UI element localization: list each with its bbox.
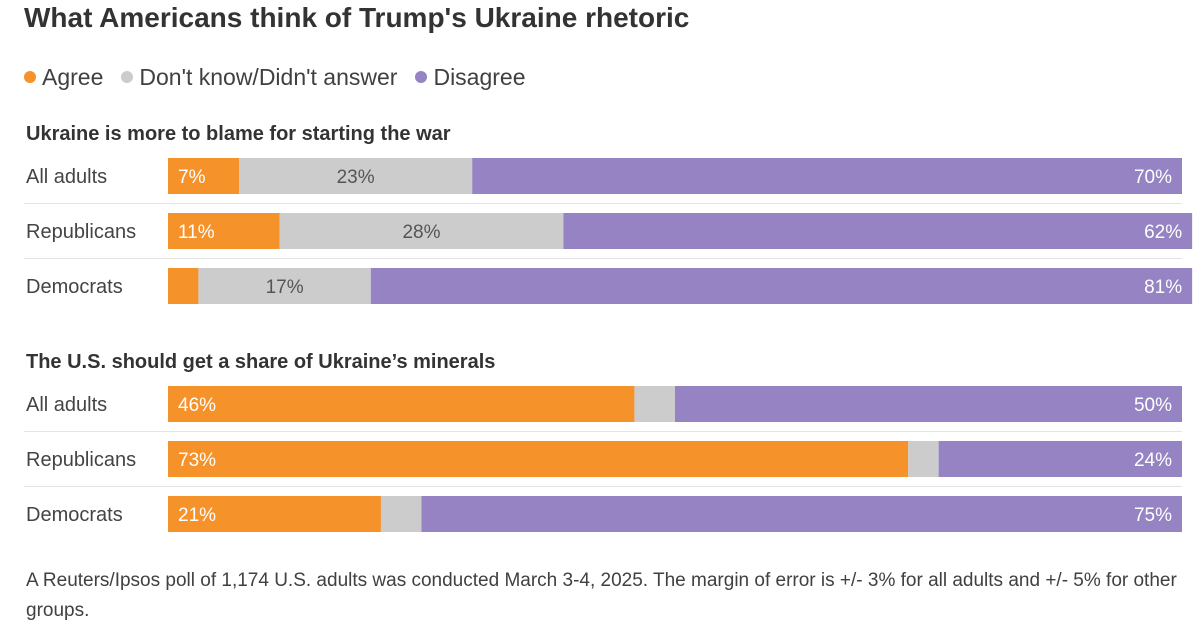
category-label: Democrats bbox=[26, 276, 123, 298]
legend-swatch-disagree bbox=[415, 71, 428, 83]
bar-segment-dont-know bbox=[634, 386, 675, 422]
bar-segment-agree bbox=[168, 496, 381, 532]
panel-title-blame: Ukraine is more to blame for starting th… bbox=[26, 123, 451, 145]
legend-label-disagree: Disagree bbox=[433, 63, 526, 90]
stacked-bar-chart: All adults 7% 23% 70% Republicans 11% 28% 62% De… bbox=[24, 158, 1193, 532]
bar-segment-agree bbox=[168, 158, 239, 194]
bar-segment-disagree bbox=[563, 213, 1193, 249]
bar-segment-dont-know bbox=[198, 268, 371, 304]
data-label: 70% bbox=[1134, 167, 1172, 188]
data-label: 28% bbox=[402, 222, 440, 243]
bar-segment-agree bbox=[168, 441, 909, 477]
data-label: 7% bbox=[178, 167, 206, 188]
bar-segment-dont-know bbox=[279, 213, 564, 249]
bar-segment-agree bbox=[168, 386, 635, 422]
category-label: Republicans bbox=[26, 221, 136, 243]
data-label: 75% bbox=[1134, 505, 1172, 526]
data-label: 46% bbox=[178, 395, 216, 416]
bar-segment-disagree bbox=[472, 158, 1182, 194]
data-label: 24% bbox=[1134, 450, 1172, 471]
bar-segment-dont-know bbox=[380, 496, 422, 532]
chart-title: What Americans think of Trump's Ukraine … bbox=[24, 2, 690, 33]
bar-segment-agree bbox=[168, 268, 199, 304]
bar-segment-disagree bbox=[370, 268, 1193, 304]
legend: Agree Don't know/Didn't answer Disagree bbox=[24, 62, 544, 92]
legend-item-agree: Agree bbox=[24, 64, 103, 91]
legend-item-dont-know: Don't know/Didn't answer bbox=[121, 64, 397, 91]
data-label: 73% bbox=[178, 450, 216, 471]
data-label: 81% bbox=[1144, 277, 1182, 298]
data-label: 62% bbox=[1144, 222, 1182, 243]
panel-title-minerals: The U.S. should get a share of Ukraine’s… bbox=[26, 351, 496, 373]
legend-label-dont-know: Don't know/Didn't answer bbox=[139, 63, 398, 90]
bar-segment-disagree bbox=[675, 386, 1182, 422]
bar-segment-disagree bbox=[938, 441, 1182, 477]
category-label: All adults bbox=[26, 166, 107, 188]
bar-segment-dont-know bbox=[908, 441, 939, 477]
legend-swatch-dont-know bbox=[121, 71, 134, 83]
data-label: 11% bbox=[178, 222, 215, 243]
bar-segment-agree bbox=[168, 213, 280, 249]
legend-swatch-agree bbox=[24, 71, 36, 83]
category-label: All adults bbox=[26, 394, 107, 416]
category-label: Democrats bbox=[26, 504, 123, 526]
bar-segment-dont-know bbox=[238, 158, 473, 194]
data-label: 23% bbox=[337, 167, 375, 188]
data-label: 17% bbox=[266, 277, 304, 298]
legend-item-disagree: Disagree bbox=[415, 63, 526, 91]
bar-segment-disagree bbox=[421, 496, 1182, 532]
category-label: Republicans bbox=[26, 449, 136, 471]
footnote: A Reuters/Ipsos poll of 1,174 U.S. adult… bbox=[26, 570, 1177, 621]
data-label: 21% bbox=[178, 505, 216, 526]
data-label: 50% bbox=[1134, 395, 1172, 416]
legend-label-agree: Agree bbox=[42, 63, 104, 90]
